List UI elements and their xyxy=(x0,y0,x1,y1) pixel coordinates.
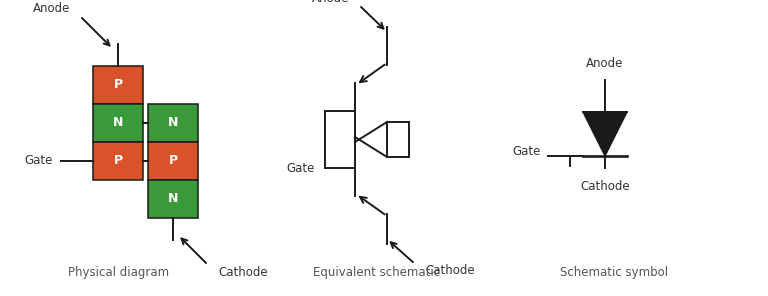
Text: Anode: Anode xyxy=(586,57,624,70)
Text: Physical diagram: Physical diagram xyxy=(68,266,170,279)
Text: Anode: Anode xyxy=(312,0,349,6)
Text: N: N xyxy=(168,117,178,130)
Text: Gate: Gate xyxy=(286,162,315,175)
Bar xyxy=(93,66,143,104)
Text: Gate: Gate xyxy=(25,155,53,168)
Text: Anode: Anode xyxy=(32,2,70,15)
Text: Cathode: Cathode xyxy=(425,263,475,276)
Bar xyxy=(93,104,143,142)
Bar xyxy=(148,180,198,218)
Text: P: P xyxy=(168,155,177,168)
Bar xyxy=(148,104,198,142)
Text: N: N xyxy=(113,117,123,130)
Text: Cathode: Cathode xyxy=(580,180,630,193)
Text: Equivalent schematic: Equivalent schematic xyxy=(313,266,440,279)
Bar xyxy=(93,142,143,180)
Text: Gate: Gate xyxy=(512,146,541,158)
Bar xyxy=(148,142,198,180)
Text: N: N xyxy=(168,192,178,205)
Text: Schematic symbol: Schematic symbol xyxy=(561,266,668,279)
Polygon shape xyxy=(583,112,627,156)
Text: P: P xyxy=(114,155,123,168)
Text: P: P xyxy=(114,78,123,91)
Text: Cathode: Cathode xyxy=(218,266,267,279)
